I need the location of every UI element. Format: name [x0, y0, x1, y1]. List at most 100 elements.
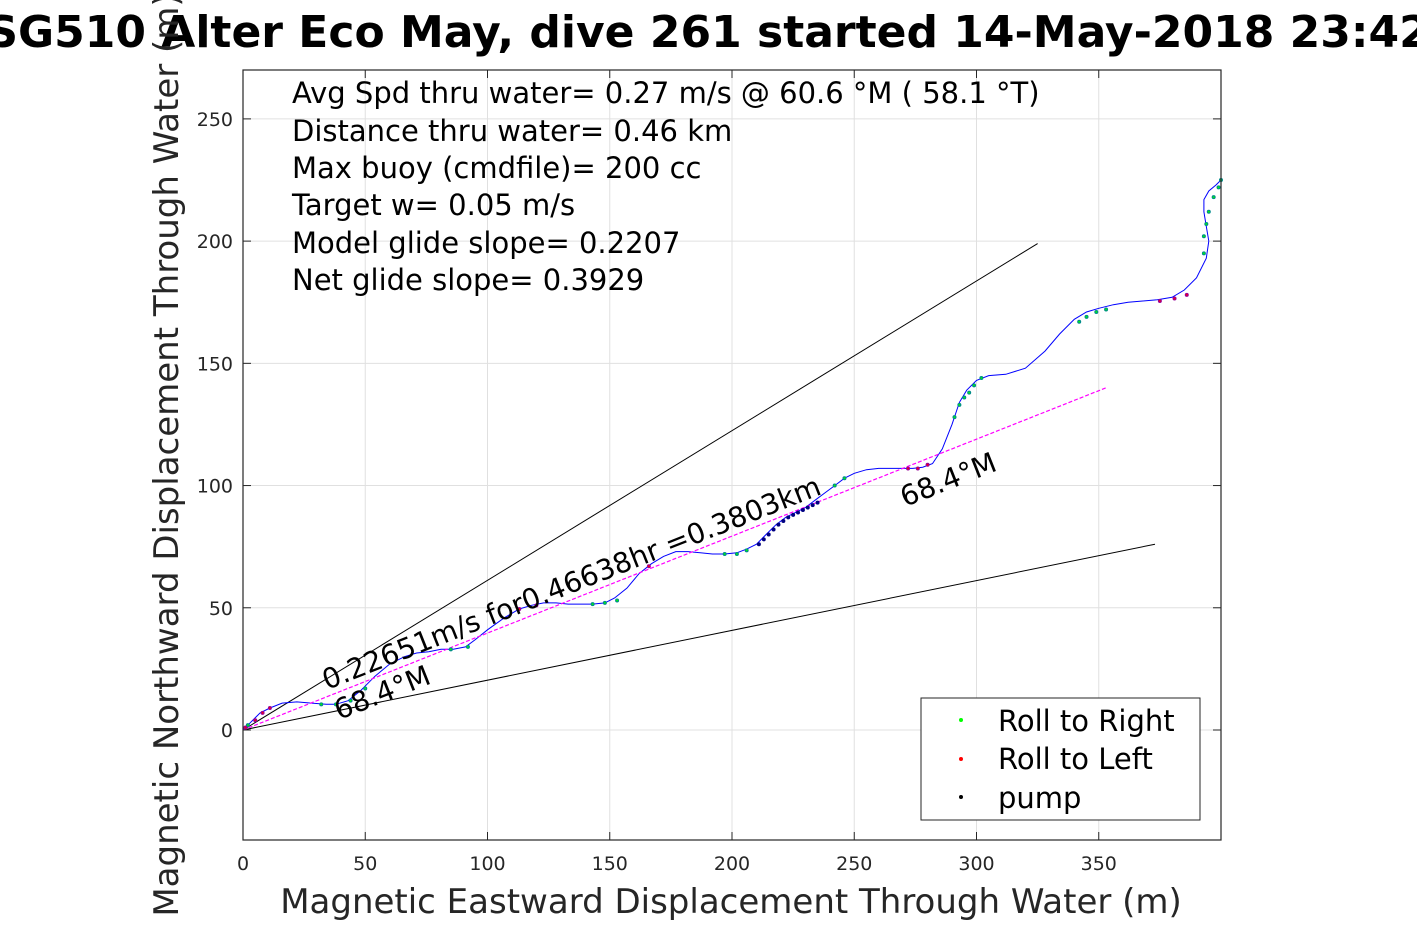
roll-left-marker-core-10: [1158, 300, 1161, 302]
grid-lines: [242, 70, 1221, 840]
pump-marker-7: [791, 512, 796, 517]
annotation-heading-end: 68.4°M: [895, 446, 1001, 514]
x-tick-label-5: 250: [836, 853, 872, 875]
pump-marker-6: [786, 515, 791, 520]
x-tick-label-6: 300: [958, 853, 994, 875]
y-axis-label: Magnetic Northward Displacement Through …: [147, 0, 187, 917]
roll-right-marker-core-14: [843, 477, 846, 480]
glide-cone-lower: [242, 543, 1156, 731]
pump-marker-5: [781, 519, 786, 523]
roll-right-marker-core-24: [1105, 308, 1107, 311]
roll-right-marker-core-20: [980, 377, 983, 379]
roll-right-marker-core-19: [973, 384, 975, 387]
roll-right-marker-core-30: [1217, 186, 1220, 189]
x-axis-label: Magnetic Eastward Displacement Through W…: [280, 882, 1182, 922]
pump-marker-2: [766, 532, 771, 537]
x-tick-label-0: 0: [237, 853, 249, 875]
roll-right-marker-core-28: [1207, 210, 1210, 213]
roll-right-marker-core-27: [1205, 223, 1208, 225]
roll-right-marker-core-18: [968, 391, 971, 394]
glide-cone-lines: [242, 243, 1156, 731]
roll-right-marker-core-5: [449, 648, 452, 651]
roll-left-marker-core-1: [254, 719, 257, 722]
pump-marker-12: [815, 500, 820, 505]
roll-left-marker-core-4: [518, 608, 521, 610]
roll-right-marker-core-0: [246, 724, 249, 727]
roll-right-marker-core-3: [349, 699, 352, 702]
x-tick-label-2: 100: [469, 853, 505, 875]
roll-right-marker-core-4: [364, 687, 367, 690]
roll-left-marker-core-2: [261, 711, 264, 714]
roll-left-marker-core-8: [916, 467, 919, 470]
y-tick-label-5: 250: [197, 109, 233, 131]
roll-right-marker-core-6: [467, 645, 469, 648]
roll-left-marker-core-7: [907, 467, 909, 470]
roll-right-marker-core-16: [958, 403, 961, 406]
annotation-track-speed: 0.22651m/s for0.46638hr =0.3803km: [317, 469, 825, 696]
chart-title: SG510 Alter Eco May, dive 261 started 14…: [0, 7, 1417, 58]
roll-left-marker-core-9: [926, 463, 929, 466]
legend-swatch-pump: [959, 795, 963, 799]
roll-right-marker-core-29: [1212, 196, 1215, 199]
roll-left-marker-core-0: [244, 726, 247, 729]
roll-right-marker-core-22: [1085, 315, 1088, 318]
roll-right-marker-core-10: [723, 553, 726, 555]
pump-marker-9: [800, 508, 805, 512]
dive-stats: Avg Spd thru water= 0.27 m/s @ 60.6 °M (…: [291, 76, 1040, 297]
axis-ticks: 0 50 100 150 200 250 300 350 0 50 100 150 200 250: [197, 70, 1221, 875]
stat-net-glide-slope: Net glide slope= 0.3929: [292, 263, 644, 297]
y-tick-label-2: 100: [197, 476, 233, 498]
pump-marker-1: [761, 537, 766, 542]
roll-right-marker-core-26: [1202, 235, 1205, 238]
x-tick-label-7: 350: [1081, 853, 1117, 875]
track-series: [242, 179, 1222, 731]
roll-right-marker-core-15: [953, 416, 956, 419]
roll-right-marker-core-13: [833, 484, 836, 487]
track-layer: [242, 179, 1222, 731]
legend-swatch-roll-right: [959, 718, 963, 722]
stat-avg-speed: Avg Spd thru water= 0.27 m/s @ 60.6 °M (…: [292, 76, 1040, 110]
x-tick-label-4: 200: [714, 853, 750, 875]
roll-right-marker-core-23: [1095, 311, 1098, 313]
pump-marker-0: [756, 542, 761, 547]
glide-cone-upper: [242, 243, 1038, 731]
roll-right-marker-core-1: [320, 703, 323, 706]
roll-right-marker-core-9: [616, 599, 618, 602]
stat-max-buoy: Max buoy (cmdfile)= 200 cc: [292, 151, 701, 185]
legend-label-roll-left: Roll to Left: [998, 742, 1153, 776]
roll-left-marker-core-12: [1185, 293, 1188, 296]
legend-swatch-roll-left: [959, 757, 963, 761]
roll-left-marker-core-11: [1173, 297, 1176, 300]
legend-box: [920, 697, 1201, 821]
roll-right-marker-core-17: [963, 396, 966, 399]
roll-right-marker-core-2: [335, 703, 337, 706]
roll-right-marker-core-21: [1078, 320, 1081, 323]
pump-marker-8: [796, 510, 801, 515]
roll-left-marker-core-5: [535, 604, 538, 607]
roll-right-marker-core-12: [745, 549, 748, 552]
stat-distance: Distance thru water= 0.46 km: [292, 114, 732, 148]
y-tick-label-4: 200: [197, 231, 233, 253]
roll-right-marker-core-8: [603, 601, 606, 604]
roll-left-marker-core-3: [268, 707, 271, 709]
heading-line: [242, 387, 1107, 731]
stat-target-w: Target w= 0.05 m/s: [291, 188, 575, 222]
y-tick-label-0: 0: [221, 720, 233, 742]
legend-label-roll-right: Roll to Right: [998, 704, 1175, 738]
y-tick-label-1: 50: [209, 598, 233, 620]
roll-left-marker-core-6: [647, 565, 650, 568]
x-tick-label-3: 150: [592, 853, 628, 875]
pump-marker-3: [771, 527, 776, 532]
y-tick-label-3: 150: [197, 353, 233, 375]
roll-right-marker-core-7: [591, 603, 594, 606]
x-tick-label-1: 50: [353, 853, 377, 875]
legend: Roll to Right Roll to Left pump: [920, 697, 1201, 821]
roll-right-marker-core-11: [735, 553, 738, 555]
pump-marker-10: [805, 505, 810, 510]
pump-marker-4: [776, 522, 781, 527]
roll-right-marker-core-25: [1202, 252, 1205, 255]
legend-label-pump: pump: [998, 781, 1081, 815]
stat-model-glide-slope: Model glide slope= 0.2207: [292, 226, 680, 260]
pump-marker-11: [810, 503, 815, 508]
